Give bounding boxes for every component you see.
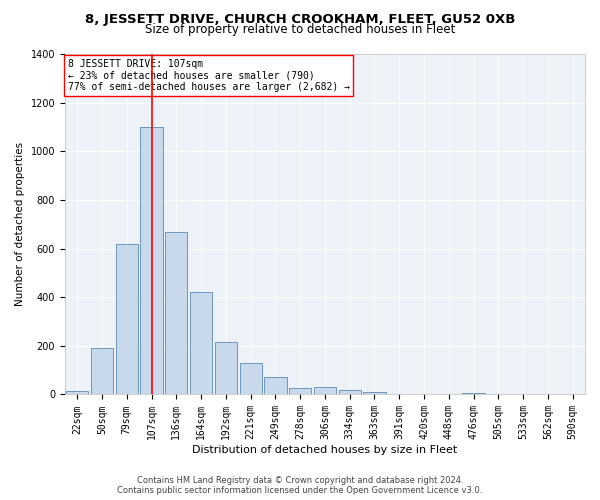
Bar — [165, 232, 187, 394]
Y-axis label: Number of detached properties: Number of detached properties — [15, 142, 25, 306]
Bar — [190, 292, 212, 394]
Bar — [91, 348, 113, 395]
Bar — [66, 391, 88, 394]
X-axis label: Distribution of detached houses by size in Fleet: Distribution of detached houses by size … — [193, 445, 458, 455]
Bar — [314, 387, 336, 394]
Text: 8, JESSETT DRIVE, CHURCH CROOKHAM, FLEET, GU52 0XB: 8, JESSETT DRIVE, CHURCH CROOKHAM, FLEET… — [85, 12, 515, 26]
Bar — [140, 127, 163, 394]
Text: Contains HM Land Registry data © Crown copyright and database right 2024.
Contai: Contains HM Land Registry data © Crown c… — [118, 476, 482, 495]
Text: Size of property relative to detached houses in Fleet: Size of property relative to detached ho… — [145, 22, 455, 36]
Bar — [364, 392, 386, 394]
Bar — [116, 244, 138, 394]
Bar — [264, 378, 287, 394]
Bar — [338, 390, 361, 394]
Text: 8 JESSETT DRIVE: 107sqm
← 23% of detached houses are smaller (790)
77% of semi-d: 8 JESSETT DRIVE: 107sqm ← 23% of detache… — [68, 59, 350, 92]
Bar — [239, 363, 262, 394]
Bar — [215, 342, 237, 394]
Bar — [289, 388, 311, 394]
